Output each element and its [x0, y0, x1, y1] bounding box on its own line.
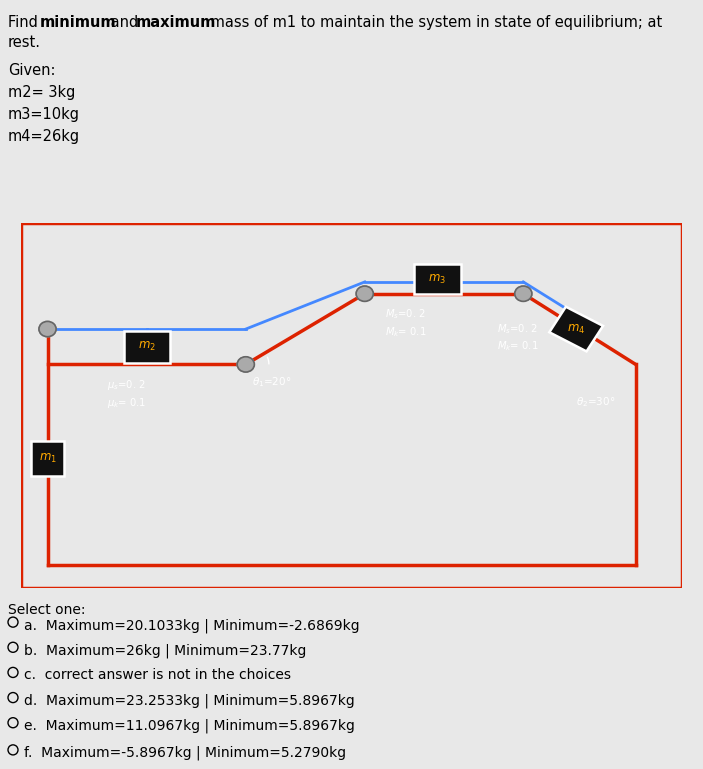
Text: a.  Maximum=20.1033kg | Minimum=-2.6869kg: a. Maximum=20.1033kg | Minimum=-2.6869kg	[24, 618, 360, 633]
Text: $M_s$=0. 2: $M_s$=0. 2	[385, 308, 425, 321]
Circle shape	[356, 286, 373, 301]
Text: Find: Find	[8, 15, 42, 30]
Text: m3=10kg: m3=10kg	[8, 107, 80, 122]
FancyBboxPatch shape	[414, 265, 460, 294]
Circle shape	[8, 667, 18, 677]
Circle shape	[8, 717, 18, 727]
Circle shape	[515, 286, 532, 301]
Text: $M_k$= 0.1: $M_k$= 0.1	[497, 340, 538, 354]
Text: $m_1$: $m_1$	[39, 452, 56, 465]
Text: $\mu_k$= 0.1: $\mu_k$= 0.1	[107, 395, 146, 410]
Text: d.  Maximum=23.2533kg | Minimum=5.8967kg: d. Maximum=23.2533kg | Minimum=5.8967kg	[24, 694, 355, 708]
Polygon shape	[549, 307, 603, 351]
Text: mass of m1 to maintain the system in state of equilibrium; at: mass of m1 to maintain the system in sta…	[206, 15, 662, 30]
Text: $m_3$: $m_3$	[428, 272, 446, 285]
Text: c.  correct answer is not in the choices: c. correct answer is not in the choices	[24, 668, 291, 682]
Text: b.  Maximum=26kg | Minimum=23.77kg: b. Maximum=26kg | Minimum=23.77kg	[24, 643, 307, 657]
Circle shape	[237, 357, 254, 372]
Text: Given:: Given:	[8, 63, 56, 78]
Text: minimum: minimum	[40, 15, 117, 30]
Circle shape	[8, 642, 18, 652]
Text: e.  Maximum=11.0967kg | Minimum=5.8967kg: e. Maximum=11.0967kg | Minimum=5.8967kg	[24, 719, 355, 733]
Text: $\theta_2$=30°: $\theta_2$=30°	[576, 395, 616, 409]
Text: $\theta_1$=20°: $\theta_1$=20°	[252, 375, 292, 389]
Circle shape	[8, 693, 18, 703]
Circle shape	[39, 321, 56, 337]
Text: maximum: maximum	[136, 15, 217, 30]
Circle shape	[8, 745, 18, 755]
Text: $m_4$: $m_4$	[567, 322, 586, 335]
Text: and: and	[106, 15, 143, 30]
Text: $\mu_s$=0. 2: $\mu_s$=0. 2	[107, 378, 146, 392]
Text: m2= 3kg: m2= 3kg	[8, 85, 75, 100]
FancyBboxPatch shape	[124, 331, 170, 363]
Text: rest.: rest.	[8, 35, 41, 50]
Text: m4=26kg: m4=26kg	[8, 129, 80, 145]
Text: $m_2$: $m_2$	[138, 340, 155, 353]
Text: $M_s$=0. 2: $M_s$=0. 2	[497, 322, 538, 336]
FancyBboxPatch shape	[31, 441, 64, 476]
Text: f.  Maximum=-5.8967kg | Minimum=5.2790kg: f. Maximum=-5.8967kg | Minimum=5.2790kg	[24, 746, 346, 761]
Circle shape	[8, 617, 18, 628]
Text: Select one:: Select one:	[8, 603, 86, 617]
Text: $M_k$= 0.1: $M_k$= 0.1	[385, 325, 426, 339]
